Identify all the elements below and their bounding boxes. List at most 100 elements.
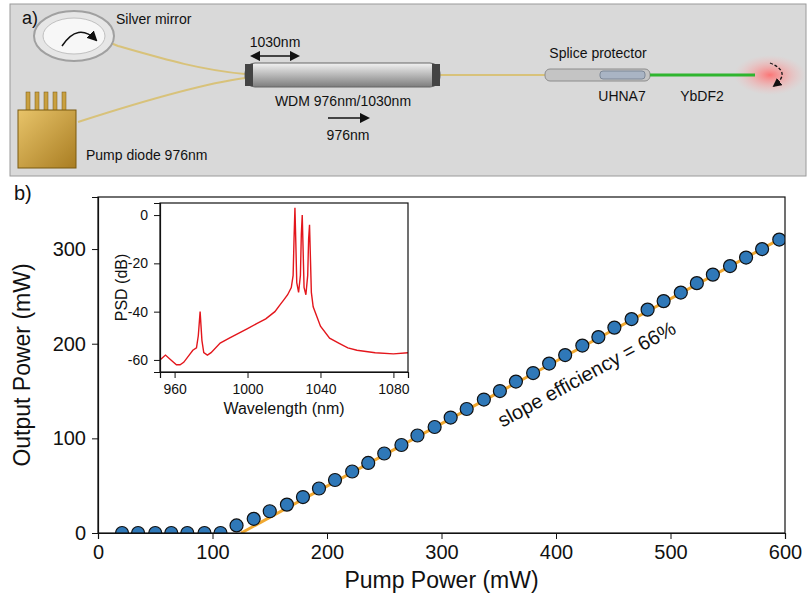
x-axis-title: Pump Power (mW) [344, 567, 538, 593]
tick: -40 [128, 304, 160, 320]
figure: a)Silver mirror1030nmWDM 976nm/1030nm976… [0, 0, 809, 615]
data-point [625, 313, 638, 326]
data-point [149, 527, 162, 534]
y-axis-title: PSD (dB) [113, 254, 130, 322]
axis-line [99, 534, 786, 540]
tick-mark [320, 372, 321, 378]
tick: 1080 [378, 372, 409, 397]
data-point [296, 491, 309, 504]
tick-mark [92, 533, 98, 534]
x-axis: 0 100 200 300 400 500 600 [93, 533, 802, 563]
tick: 500 [654, 533, 687, 563]
setup-diagram: a)Silver mirror1030nmWDM 976nm/1030nm976… [10, 4, 806, 176]
data-point [329, 473, 342, 486]
output-arrow [770, 63, 782, 86]
reflection-arrow [62, 32, 96, 46]
tick: 100 [53, 427, 98, 449]
tick-label: -40 [128, 304, 148, 320]
tick-label: 300 [425, 541, 458, 563]
diagram-background [10, 4, 806, 176]
data-point [198, 527, 211, 534]
diagram-label: a) [22, 8, 38, 28]
series-line [160, 208, 408, 365]
tick-mark [154, 312, 160, 313]
wdm [245, 63, 440, 87]
tick: 0 [140, 207, 160, 223]
tick-label: 300 [53, 238, 86, 260]
data-point [724, 260, 737, 273]
tick: 200 [53, 333, 98, 355]
y-axis: 0-20-40-60 [128, 204, 161, 373]
tick-label: 1000 [232, 381, 263, 397]
data-point [395, 438, 408, 451]
tick-mark [213, 533, 214, 539]
data-point [756, 243, 769, 256]
tick-label: 100 [196, 541, 229, 563]
diagram-label: UHNA7 [598, 88, 646, 104]
tick-label: 1080 [378, 381, 409, 397]
diode-pin [26, 92, 30, 112]
tick-label: -20 [128, 255, 148, 271]
wdm-cap [432, 64, 440, 86]
mirror [34, 11, 114, 61]
tick-mark [92, 438, 98, 439]
tick: 960 [163, 372, 187, 397]
tick-mark [154, 263, 160, 264]
diagram-label: 1030nm [250, 34, 301, 50]
data-point [559, 349, 572, 362]
data-point [181, 527, 194, 534]
tick-mark [442, 533, 443, 539]
tick: 1000 [232, 372, 263, 397]
diagram-label: Silver mirror [116, 11, 192, 27]
tick-label: 200 [53, 333, 86, 355]
tick: 0 [75, 522, 98, 544]
data-point [477, 393, 490, 406]
data-point [263, 505, 276, 518]
diode-pin [35, 92, 39, 112]
tick-mark [175, 372, 176, 378]
tick: 0 [93, 533, 104, 563]
tick: 200 [311, 533, 344, 563]
tick-label: 1040 [305, 381, 336, 397]
pump-diode [18, 110, 76, 168]
data-point [674, 286, 687, 299]
plot-frame [160, 203, 408, 372]
diagram-label: Splice protector [549, 45, 647, 61]
panel-label: b) [14, 182, 32, 204]
annotation: slope efficiency = 66% [494, 317, 680, 432]
data-point [214, 527, 227, 534]
data-point [444, 411, 457, 424]
axis-line [154, 204, 161, 373]
axis-line [161, 373, 409, 379]
tick: 400 [540, 533, 573, 563]
x-axis: 960 1000 1040 1080 [161, 372, 410, 397]
fiber [440, 74, 545, 76]
tick-label: 100 [53, 427, 86, 449]
data-point [527, 367, 540, 380]
data-point [378, 447, 391, 460]
data-point [132, 527, 145, 534]
tick-label: 0 [93, 541, 104, 563]
x-axis-title: Wavelength (nm) [223, 400, 344, 417]
tick: 300 [53, 238, 98, 260]
data-point [346, 465, 359, 478]
data-point [280, 498, 293, 511]
chart-1: 9601000104010800-20-40-60Wavelength (nm)… [113, 203, 410, 417]
tick-label: 200 [311, 541, 344, 563]
data-point [773, 233, 785, 246]
data-point [116, 527, 129, 534]
uhna7 [600, 71, 645, 79]
fiber [78, 78, 245, 122]
data-point [411, 429, 424, 442]
data-point [247, 512, 260, 525]
data-point [706, 268, 719, 281]
diagram-label: Pump diode 976nm [86, 147, 207, 163]
tick-label: 600 [769, 541, 802, 563]
data-point [592, 331, 605, 344]
tick-label: 400 [540, 541, 573, 563]
tick-label: 0 [140, 207, 148, 223]
data-point [165, 527, 178, 534]
data-point [690, 277, 703, 290]
data-point [460, 403, 473, 416]
data-point [608, 321, 621, 334]
